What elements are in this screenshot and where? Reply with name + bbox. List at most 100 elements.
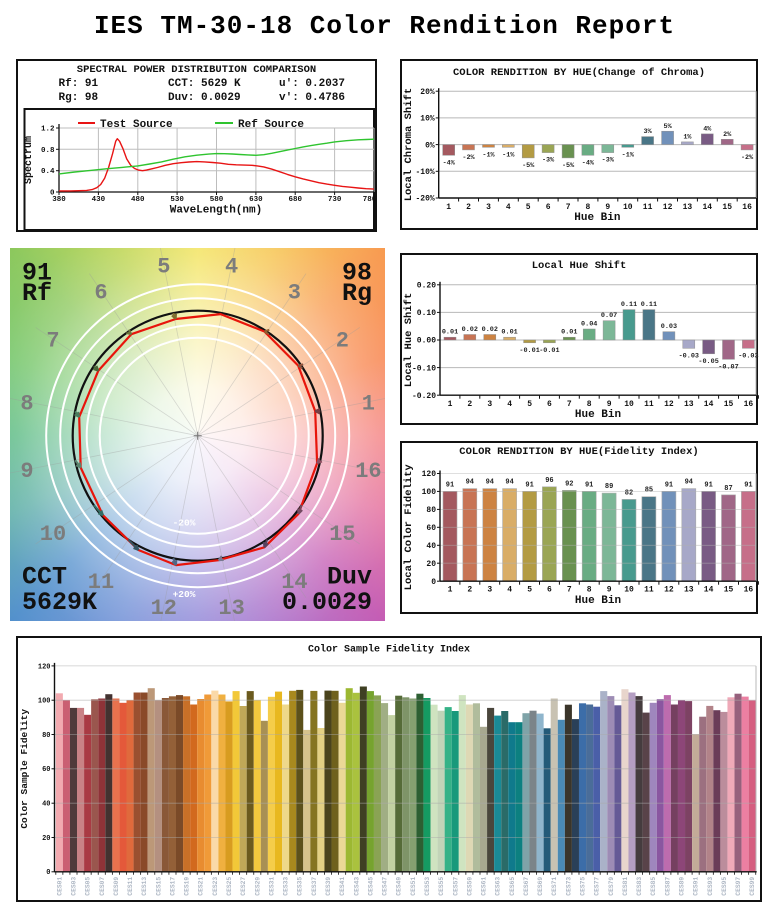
svg-text:0.11: 0.11 — [621, 301, 637, 309]
svg-text:7: 7 — [567, 586, 572, 595]
svg-text:CES45: CES45 — [367, 877, 374, 896]
svg-text:CES15: CES15 — [155, 877, 162, 896]
svg-text:CES69: CES69 — [537, 877, 544, 896]
svg-text:91: 91 — [704, 481, 712, 489]
svg-text:91: 91 — [525, 481, 533, 489]
svg-text:-1%: -1% — [502, 151, 515, 159]
svg-text:CES89: CES89 — [679, 877, 686, 896]
svg-text:4: 4 — [507, 586, 512, 595]
svg-text:2: 2 — [467, 400, 472, 409]
svg-text:-5%: -5% — [522, 162, 535, 170]
svg-text:91: 91 — [744, 481, 752, 489]
svg-text:CES19: CES19 — [184, 877, 191, 896]
svg-text:Rg: Rg — [342, 279, 372, 308]
svg-text:CES97: CES97 — [735, 877, 742, 896]
svg-text:CES07: CES07 — [99, 877, 106, 896]
svg-text:v': 0.4786: v': 0.4786 — [279, 92, 345, 104]
svg-text:85: 85 — [645, 487, 653, 495]
svg-text:CES53: CES53 — [424, 877, 431, 896]
svg-text:40: 40 — [42, 801, 50, 809]
svg-text:Local Hue Shift: Local Hue Shift — [403, 293, 415, 388]
svg-text:15: 15 — [724, 400, 734, 409]
svg-text:98: 98 — [342, 259, 372, 288]
svg-text:0.4: 0.4 — [41, 168, 55, 176]
svg-text:CES01: CES01 — [56, 877, 63, 896]
svg-text:CES39: CES39 — [325, 877, 332, 896]
svg-text:CES35: CES35 — [297, 877, 304, 896]
svg-text:780: 780 — [363, 196, 377, 204]
svg-text:13: 13 — [684, 400, 694, 409]
svg-text:0.8: 0.8 — [41, 147, 55, 155]
svg-text:7: 7 — [567, 400, 572, 409]
svg-text:11: 11 — [644, 586, 654, 595]
svg-text:CES75: CES75 — [580, 877, 587, 896]
svg-text:CCT: CCT — [22, 563, 67, 592]
svg-text:4: 4 — [225, 255, 238, 280]
svg-text:8: 8 — [587, 400, 592, 409]
svg-text:7: 7 — [46, 329, 59, 354]
svg-text:-5%: -5% — [562, 162, 575, 170]
svg-text:91: 91 — [585, 481, 593, 489]
svg-text:CCT: 5629 K: CCT: 5629 K — [168, 78, 241, 90]
svg-text:-0.10: -0.10 — [412, 364, 436, 373]
svg-text:9: 9 — [605, 203, 610, 212]
svg-text:5%: 5% — [664, 123, 673, 131]
svg-text:CES57: CES57 — [452, 877, 459, 896]
svg-text:0.11: 0.11 — [641, 301, 657, 309]
svg-text:6: 6 — [94, 281, 107, 306]
svg-text:CES99: CES99 — [749, 877, 756, 896]
svg-text:u': 0.2037: u': 0.2037 — [279, 78, 345, 90]
svg-text:6: 6 — [546, 203, 551, 212]
svg-text:1: 1 — [448, 586, 453, 595]
svg-text:13: 13 — [684, 586, 694, 595]
svg-text:94: 94 — [685, 479, 693, 487]
svg-text:3: 3 — [487, 586, 492, 595]
svg-text:8: 8 — [585, 203, 590, 212]
svg-text:0.20: 0.20 — [417, 282, 436, 291]
svg-text:40: 40 — [426, 542, 436, 551]
svg-text:91: 91 — [446, 481, 454, 489]
svg-text:14: 14 — [704, 400, 714, 409]
svg-text:16: 16 — [742, 203, 752, 212]
svg-text:9: 9 — [607, 586, 612, 595]
svg-text:Hue Bin: Hue Bin — [575, 409, 621, 421]
svg-text:82: 82 — [625, 489, 633, 497]
svg-text:14: 14 — [704, 586, 714, 595]
svg-text:CES27: CES27 — [240, 877, 247, 896]
svg-text:CES93: CES93 — [707, 877, 714, 896]
svg-text:COLOR RENDITION BY HUE(Fidelit: COLOR RENDITION BY HUE(Fidelity Index) — [459, 446, 698, 458]
svg-text:10: 10 — [624, 586, 634, 595]
svg-text:12: 12 — [663, 203, 673, 212]
svg-text:11: 11 — [644, 400, 654, 409]
svg-text:Local Chroma Shift: Local Chroma Shift — [403, 88, 415, 201]
svg-text:9: 9 — [607, 400, 612, 409]
svg-text:5: 5 — [527, 400, 532, 409]
svg-text:CES61: CES61 — [481, 877, 488, 896]
svg-text:0.00: 0.00 — [417, 337, 436, 346]
svg-text:CES09: CES09 — [113, 877, 120, 896]
svg-text:-3%: -3% — [602, 157, 615, 165]
svg-text:CES51: CES51 — [410, 877, 417, 896]
svg-text:3: 3 — [288, 281, 301, 306]
svg-text:91: 91 — [22, 259, 52, 288]
svg-text:Color Sample Fidelity Index: Color Sample Fidelity Index — [308, 644, 470, 656]
svg-text:0.01: 0.01 — [501, 329, 517, 337]
svg-text:580: 580 — [210, 196, 224, 204]
svg-text:4: 4 — [506, 203, 511, 212]
svg-text:1: 1 — [448, 400, 453, 409]
svg-text:3: 3 — [487, 400, 492, 409]
svg-text:CES87: CES87 — [664, 877, 671, 896]
svg-text:-0.01: -0.01 — [539, 347, 559, 355]
svg-text:-10%: -10% — [415, 168, 434, 177]
svg-text:0: 0 — [46, 869, 50, 877]
svg-text:16: 16 — [355, 459, 381, 484]
svg-text:6: 6 — [547, 586, 552, 595]
svg-text:12: 12 — [151, 596, 177, 621]
svg-text:16: 16 — [744, 586, 754, 595]
svg-text:3: 3 — [486, 203, 491, 212]
svg-text:-0.07: -0.07 — [718, 363, 738, 371]
svg-text:Rf: 91: Rf: 91 — [59, 78, 99, 90]
svg-text:Spectrum: Spectrum — [24, 136, 35, 184]
svg-text:2: 2 — [467, 586, 472, 595]
svg-text:CES73: CES73 — [565, 877, 572, 896]
